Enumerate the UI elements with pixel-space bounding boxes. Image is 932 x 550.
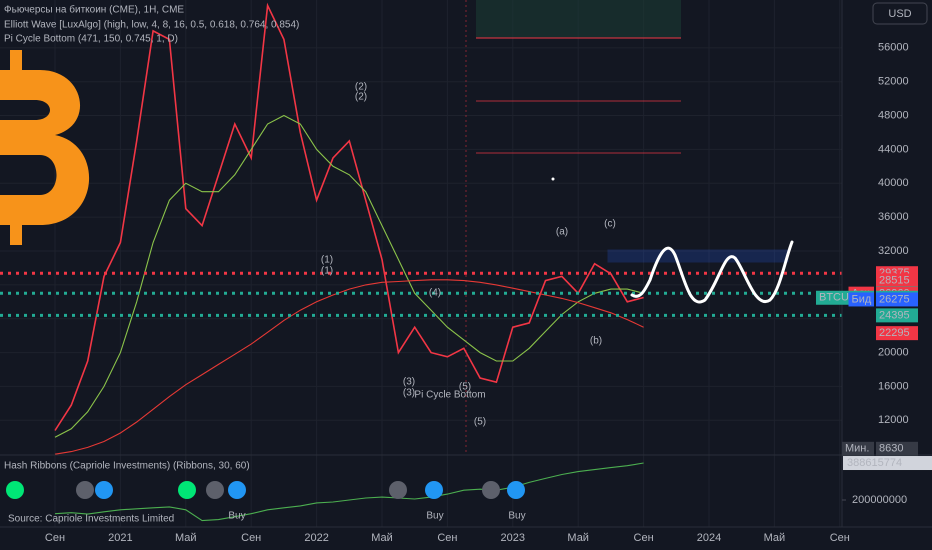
last-value-label: 388615774	[847, 457, 902, 469]
legend-indicator: Elliott Wave [LuxAlgo] (high, low, 4, 8,…	[4, 20, 299, 31]
source: Source: Capriole Investments Limited	[8, 514, 174, 525]
x-tick-label: Май	[371, 532, 393, 544]
y2-tick-label: 200000000	[852, 494, 907, 506]
annotation: (5)	[459, 382, 471, 393]
annotation: (1)	[321, 266, 333, 277]
dot	[551, 177, 555, 181]
price-tag	[876, 326, 918, 341]
price-tag-label: 26275	[879, 293, 910, 305]
y-tick-label: 36000	[878, 211, 909, 223]
indicator-line	[54, 114, 644, 438]
x-tick-label: 2022	[304, 532, 328, 544]
price-tag-name-box	[842, 441, 874, 456]
annotation: (c)	[604, 219, 616, 230]
hash-legend: Hash Ribbons (Capriole Investments) (Rib…	[4, 461, 250, 472]
annotation: (2)	[355, 92, 367, 103]
x-tick-label: 2023	[501, 532, 525, 544]
y-tick-label: 44000	[878, 143, 909, 155]
signal	[425, 481, 443, 499]
x-tick-label: Май	[567, 532, 589, 544]
logo-bar	[10, 50, 22, 72]
price-tag	[876, 273, 918, 288]
ribbon-signals	[6, 481, 525, 499]
x-tick-label: Май	[175, 532, 197, 544]
price-tag-label: 24395	[879, 309, 910, 321]
y-tick-label: 52000	[878, 76, 909, 88]
buy-label: Buy	[426, 511, 443, 522]
bitcoin-logo	[0, 50, 90, 245]
x-tick-label: Сен	[830, 532, 850, 544]
annotation: (3)	[403, 388, 415, 399]
price-tag	[876, 441, 918, 456]
y-tick-label: 32000	[878, 245, 909, 257]
indicator-line	[54, 462, 644, 522]
annotation: (2)	[355, 82, 367, 93]
y-tick-label: 20000	[878, 346, 909, 358]
signal	[206, 481, 224, 499]
annotation: (5)	[474, 417, 486, 428]
legend-indicator: Pi Cycle Bottom (471, 150, 0.745, 1, D)	[4, 34, 178, 45]
price-tag-name-box	[848, 292, 874, 307]
buy-label: Buy	[228, 511, 245, 522]
signal	[228, 481, 246, 499]
signal	[507, 481, 525, 499]
y-tick-label: 40000	[878, 177, 909, 189]
y-tick-label: 16000	[878, 380, 909, 392]
price-tag	[876, 308, 918, 323]
logo-bar	[10, 223, 22, 245]
price-tag-name: Мин.	[845, 443, 869, 455]
price-tag-label: 22295	[879, 327, 910, 339]
annotation: (b)	[590, 336, 602, 347]
signal	[482, 481, 500, 499]
last-value-tag	[843, 456, 932, 471]
y-tick-label: 12000	[878, 414, 909, 426]
signal	[389, 481, 407, 499]
y-tick-label: 48000	[878, 109, 909, 121]
forecast-drawing	[630, 240, 794, 304]
y-tick-label: 56000	[878, 42, 909, 54]
x-tick-label: 2021	[108, 532, 132, 544]
plot	[0, 2, 842, 522]
range-box	[607, 249, 789, 263]
x-tick-label: Сен	[437, 532, 457, 544]
price-tag-label: 8630	[879, 443, 903, 455]
x-tick-label: 2024	[697, 532, 721, 544]
price-line	[54, 2, 644, 431]
buy-label: Buy	[508, 511, 525, 522]
grid	[0, 0, 842, 527]
x-tick-label: Май	[764, 532, 786, 544]
target-zone	[476, 0, 681, 38]
x-tick-label: Сен	[45, 532, 65, 544]
price-tag	[876, 292, 918, 307]
price-tag-name: Бид	[852, 293, 872, 305]
x-tick-label: Сен	[241, 532, 261, 544]
annotation: (1)	[321, 255, 333, 266]
currency-button[interactable]	[872, 2, 928, 25]
logo-b	[0, 70, 90, 225]
legend-title: Фьючерсы на биткоин (CME), 1H, CME	[4, 4, 184, 16]
indicator-line	[54, 279, 644, 455]
annotation: (a)	[556, 227, 568, 238]
x-tick-label: Сен	[634, 532, 654, 544]
annotation: (3)	[403, 377, 415, 388]
annotation: (4)	[429, 288, 441, 299]
price-tag-label: 28515	[879, 274, 910, 286]
currency-label[interactable]: USD	[888, 8, 911, 20]
annotation: Pi Cycle Bottom	[414, 390, 485, 401]
signal	[95, 481, 113, 499]
signal	[76, 481, 94, 499]
signal	[6, 481, 24, 499]
signal	[178, 481, 196, 499]
